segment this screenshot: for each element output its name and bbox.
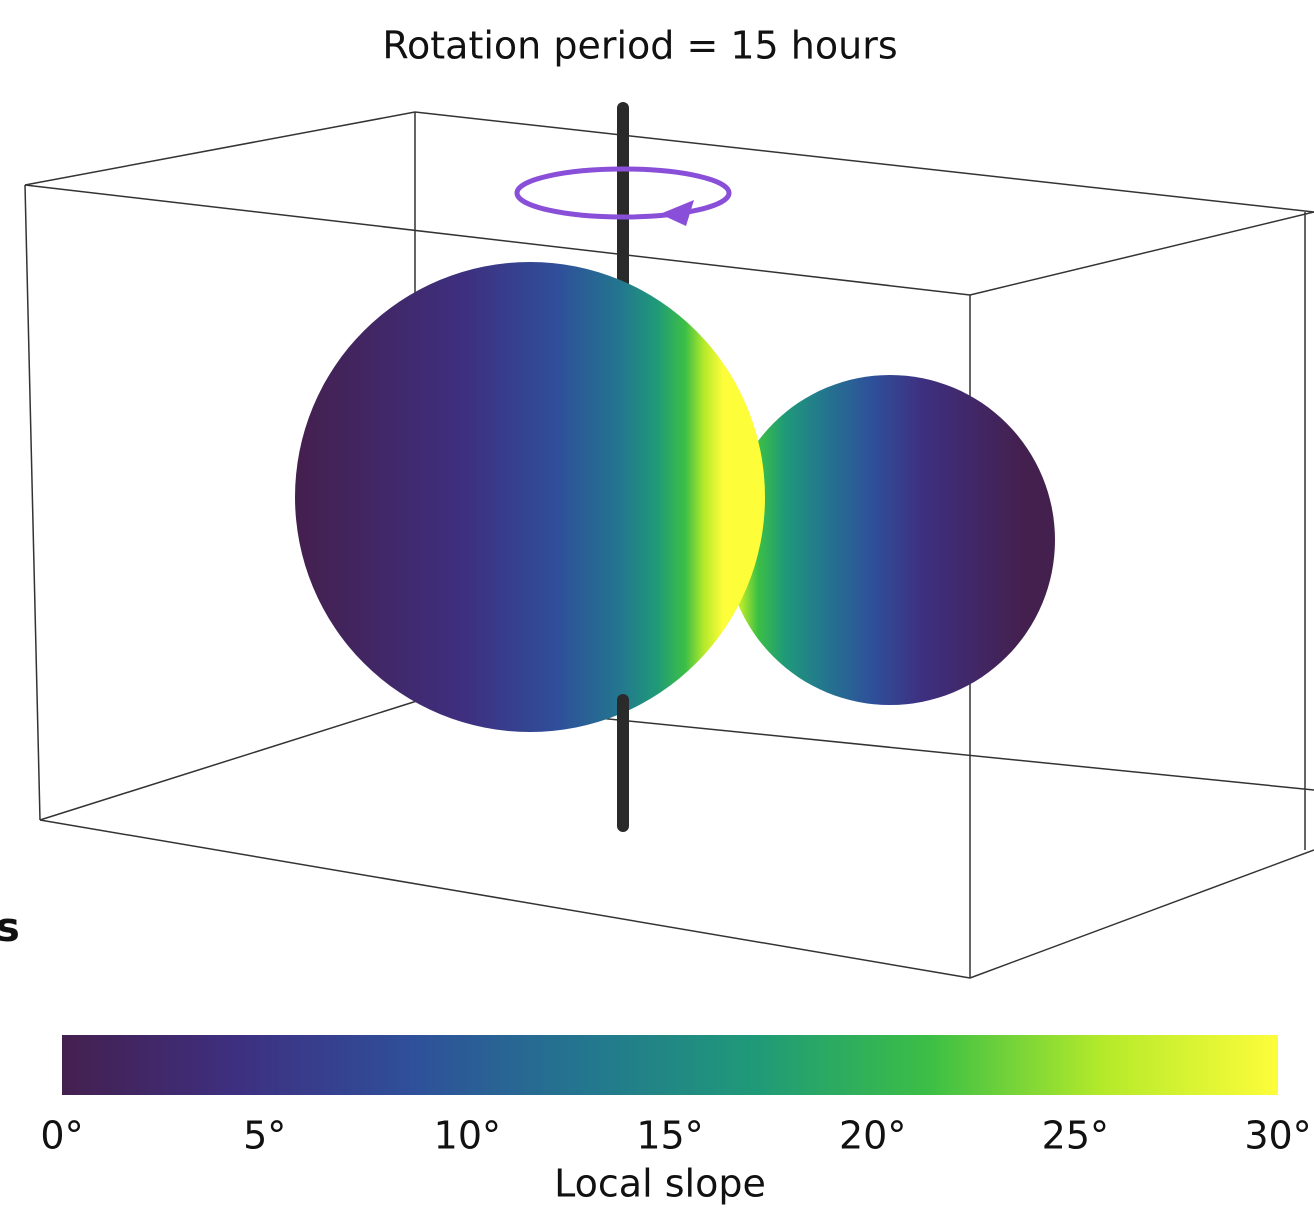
colorbar-label: Local slope — [554, 1162, 766, 1206]
colorbar-tick-label: 10° — [434, 1114, 501, 1158]
colorbar-tick-label: 15° — [636, 1114, 703, 1158]
large-lobe — [295, 262, 765, 732]
title: Rotation period = 15 hours — [382, 24, 897, 68]
rotation-arrowhead — [660, 200, 694, 226]
rotation-arrow — [514, 166, 732, 220]
colorbar-tick-label: 0° — [40, 1114, 83, 1158]
small-lobe — [725, 375, 1055, 705]
colorbar-tick-label: 5° — [243, 1114, 286, 1158]
colorbar — [62, 1035, 1278, 1095]
colorbar-tick-label: 30° — [1244, 1114, 1311, 1158]
colorbar-tick-label: 25° — [1042, 1114, 1109, 1158]
edge-text: s — [0, 905, 20, 951]
colorbar-tick-label: 20° — [839, 1114, 906, 1158]
